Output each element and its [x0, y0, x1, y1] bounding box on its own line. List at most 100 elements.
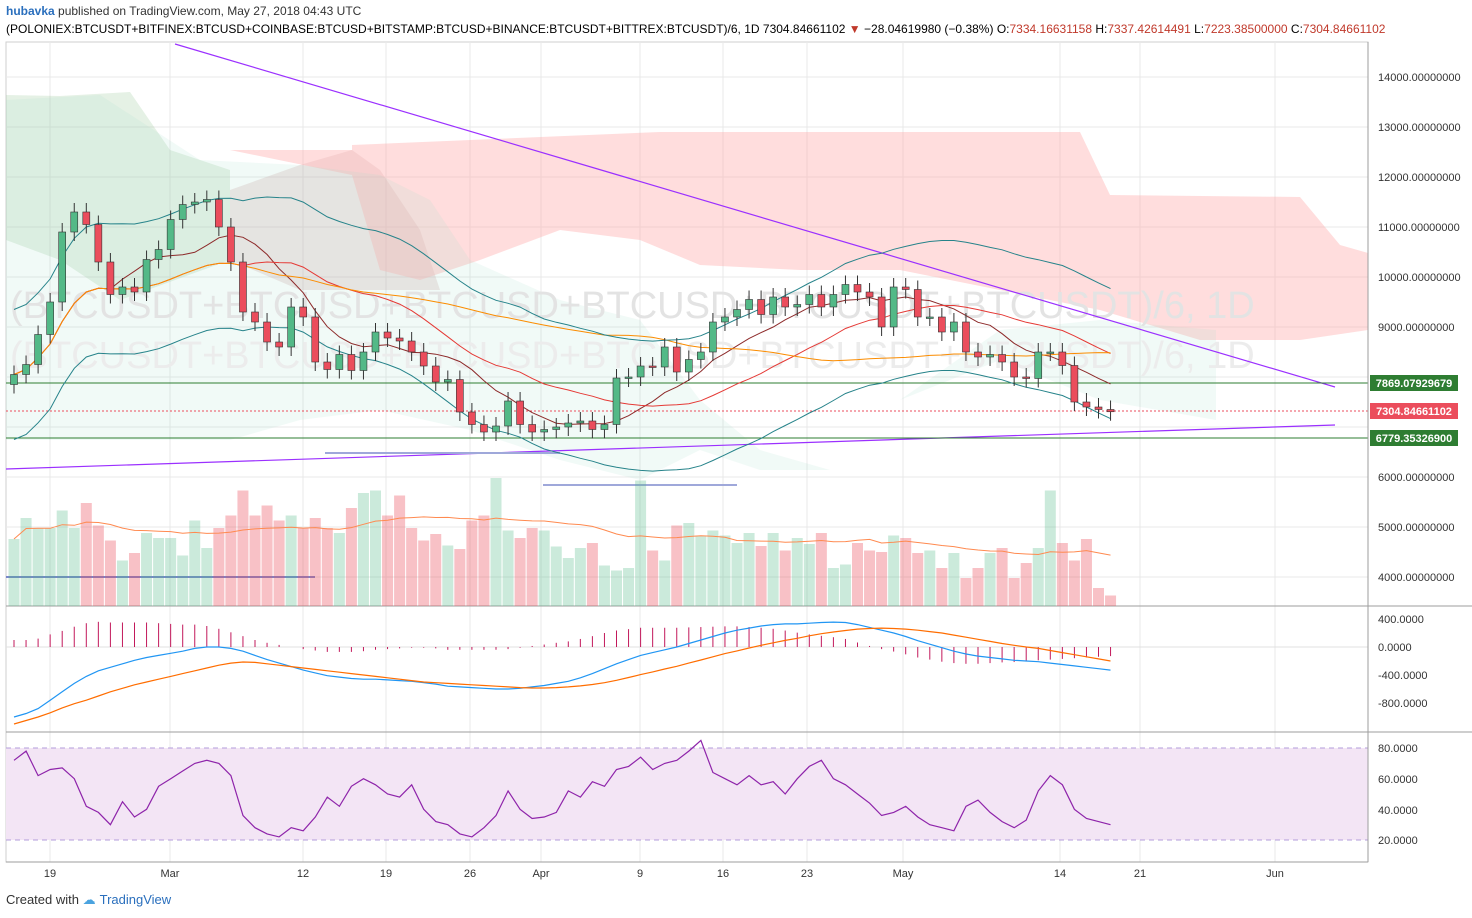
macd-tick-label: 0.0000 — [1378, 642, 1412, 654]
volume-bar — [213, 528, 225, 606]
volume-bar — [719, 535, 731, 606]
candle-body — [516, 400, 524, 425]
candle-body — [576, 420, 585, 424]
candle-body — [564, 422, 573, 428]
symbol-header: (POLONIEX:BTCUSDT+BITFINEX:BTCUSD+COINBA… — [6, 22, 1385, 36]
candle-body — [34, 334, 42, 365]
time-tick-label: 14 — [1054, 868, 1066, 880]
cloud-red-2 — [230, 132, 1368, 340]
candle-body — [419, 351, 428, 367]
volume-bar — [695, 535, 707, 606]
candle-body — [94, 224, 103, 263]
tradingview-brand[interactable]: TradingView — [99, 892, 172, 907]
price-tick-label: 12000.00000000 — [1378, 172, 1461, 184]
volume-ma-line — [13, 516, 1111, 556]
candle-body — [504, 400, 512, 427]
volume-bar — [44, 528, 56, 606]
time-tick-label: 19 — [44, 868, 56, 880]
time-tick-label: 16 — [717, 868, 729, 880]
footer: Created with ☁ TradingView — [6, 892, 171, 908]
low-label: L: — [1194, 22, 1205, 36]
candle-body — [781, 296, 790, 308]
publication-info: published on TradingView.com, May 27, 20… — [58, 4, 362, 18]
volume-bar — [1008, 578, 1020, 606]
candle-body — [1082, 401, 1091, 408]
candle-body — [335, 354, 344, 370]
volume-bar — [273, 520, 285, 606]
price-tag-label: 7869.07929679 — [1376, 378, 1452, 390]
candle-body — [407, 340, 416, 353]
volume-bar — [8, 539, 20, 606]
volume-bar — [357, 493, 369, 606]
volume-bar — [635, 480, 647, 606]
candle-body — [456, 379, 464, 413]
volume-bar — [237, 490, 249, 606]
watermark-2: (BTCUSDT+BTCUSD+BTCUSD+BTCUSD+BTCUSDT+BT… — [10, 335, 1255, 377]
author-name[interactable]: hubavka — [6, 4, 55, 18]
candle-body — [431, 365, 440, 383]
candle-body — [1070, 365, 1079, 403]
candle-body — [1058, 351, 1067, 366]
candle-body — [480, 424, 488, 433]
candle-body — [540, 429, 549, 433]
rsi-band — [6, 748, 1368, 840]
ma-fast-line — [13, 234, 1111, 425]
price-tick-label: 4000.00000000 — [1378, 572, 1454, 584]
price-tag-box — [1370, 375, 1458, 391]
rsi-tick-label: 80.0000 — [1378, 743, 1418, 755]
candle-body — [757, 299, 765, 315]
price-change: −28.04619980 (−0.38%) — [864, 22, 994, 36]
candle-body — [528, 424, 536, 433]
price-tick-label: 14000.00000000 — [1378, 72, 1461, 84]
volume-bar — [948, 553, 960, 606]
volume-bar — [68, 528, 80, 606]
volume-bar — [1032, 548, 1044, 606]
candle-body — [636, 365, 645, 378]
price-tick-label: 5000.00000000 — [1378, 522, 1454, 534]
candle-body — [552, 426, 561, 430]
volume-bar — [20, 518, 32, 606]
candle-body — [371, 331, 380, 353]
bollinger-fill — [6, 95, 1216, 480]
volume-bar — [936, 568, 948, 606]
volume-bar — [177, 555, 189, 606]
volume-bar — [960, 578, 972, 606]
macd-tick-label: 400.0000 — [1378, 614, 1424, 626]
candle-body — [130, 286, 139, 293]
rsi-pane — [13, 739, 1111, 838]
volume-bar — [32, 528, 44, 606]
volume-bar — [165, 538, 177, 606]
macd-tick-label: -800.0000 — [1378, 698, 1428, 710]
candle-body — [22, 364, 30, 375]
candle-body — [46, 301, 54, 335]
candle-body — [853, 284, 862, 293]
time-tick-label: 9 — [637, 868, 643, 880]
candle-body — [1010, 361, 1018, 378]
candle-body — [311, 316, 320, 363]
candle-body — [588, 420, 597, 430]
volume-bar — [827, 568, 839, 606]
volume-bar — [815, 533, 827, 606]
candle-body — [203, 199, 211, 203]
candle-body — [383, 331, 392, 339]
candle-body — [998, 354, 1006, 363]
open-value: 7334.16631158 — [1009, 22, 1093, 36]
candle-body — [805, 294, 814, 305]
candle-body — [178, 204, 187, 220]
volume-bar — [129, 553, 140, 606]
volume-bar — [442, 545, 454, 606]
volume-bar — [430, 534, 442, 606]
candle-body — [142, 259, 151, 293]
volume-bar — [755, 546, 767, 606]
volume-bar — [56, 510, 68, 606]
rsi-line — [13, 739, 1111, 838]
candle-body — [672, 346, 681, 373]
time-tick-label: Apr — [532, 868, 549, 880]
volume-bar — [490, 478, 502, 606]
price-tag-label: 7304.84661102 — [1376, 406, 1452, 418]
volume-bar — [707, 530, 719, 606]
tradingview-logo-icon[interactable]: ☁ — [82, 892, 96, 907]
candle-body — [118, 286, 127, 295]
volume-bar — [116, 560, 128, 606]
